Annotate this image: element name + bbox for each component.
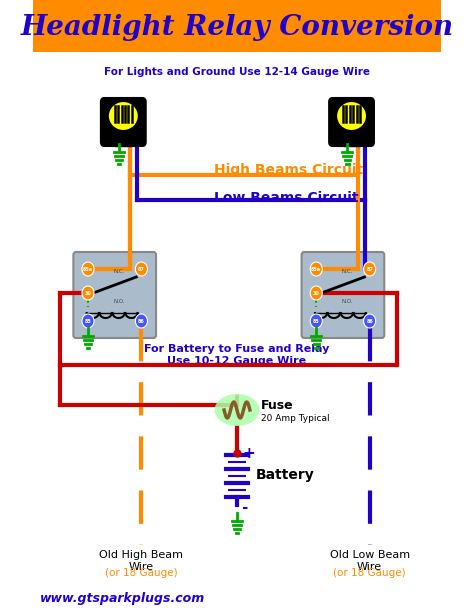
Circle shape bbox=[310, 314, 322, 328]
Text: N.O.: N.O. bbox=[341, 299, 353, 304]
Text: Old High Beam
Wire: Old High Beam Wire bbox=[100, 550, 183, 571]
Text: 86: 86 bbox=[138, 319, 145, 324]
Text: 85: 85 bbox=[85, 319, 91, 324]
Circle shape bbox=[364, 262, 376, 276]
Ellipse shape bbox=[215, 394, 259, 426]
Text: www.gtsparkplugs.com: www.gtsparkplugs.com bbox=[40, 592, 205, 605]
Text: 85a: 85a bbox=[311, 267, 321, 272]
Text: -: - bbox=[241, 500, 248, 514]
Text: 30: 30 bbox=[313, 291, 319, 295]
Text: Fuse: Fuse bbox=[261, 398, 294, 411]
Text: 87: 87 bbox=[138, 267, 145, 272]
Text: 30: 30 bbox=[85, 291, 91, 295]
Text: Battery: Battery bbox=[256, 468, 315, 482]
Circle shape bbox=[136, 262, 147, 276]
FancyBboxPatch shape bbox=[115, 140, 132, 146]
Text: High Beams Circuit: High Beams Circuit bbox=[214, 163, 363, 177]
Text: +: + bbox=[242, 446, 255, 460]
Text: For Lights and Ground Use 12-14 Gauge Wire: For Lights and Ground Use 12-14 Gauge Wi… bbox=[104, 67, 370, 77]
Text: For Battery to Fuse and Relay
Use 10-12 Gauge Wire: For Battery to Fuse and Relay Use 10-12 … bbox=[144, 345, 330, 366]
Text: N.C.: N.C. bbox=[342, 269, 353, 274]
FancyBboxPatch shape bbox=[329, 98, 374, 146]
Circle shape bbox=[136, 314, 147, 328]
Circle shape bbox=[310, 262, 322, 276]
FancyBboxPatch shape bbox=[73, 252, 156, 338]
Text: N.O.: N.O. bbox=[113, 299, 125, 304]
Text: (or 18 Gauge): (or 18 Gauge) bbox=[105, 568, 178, 578]
FancyBboxPatch shape bbox=[101, 98, 146, 146]
Circle shape bbox=[82, 314, 94, 328]
Text: (or 18 Gauge): (or 18 Gauge) bbox=[333, 568, 406, 578]
Text: 85a: 85a bbox=[83, 267, 93, 272]
Circle shape bbox=[82, 262, 94, 276]
Ellipse shape bbox=[108, 101, 139, 131]
Text: Old Low Beam
Wire: Old Low Beam Wire bbox=[329, 550, 410, 571]
Circle shape bbox=[310, 286, 322, 300]
Ellipse shape bbox=[336, 101, 367, 131]
FancyBboxPatch shape bbox=[343, 140, 360, 146]
Text: 85: 85 bbox=[313, 319, 319, 324]
Text: Headlight Relay Conversion: Headlight Relay Conversion bbox=[20, 13, 454, 40]
Circle shape bbox=[82, 286, 94, 300]
Text: 20 Amp Typical: 20 Amp Typical bbox=[261, 414, 330, 422]
Text: 86: 86 bbox=[366, 319, 373, 324]
FancyBboxPatch shape bbox=[301, 252, 384, 338]
Text: 87: 87 bbox=[366, 267, 373, 272]
Text: N.C.: N.C. bbox=[113, 269, 125, 274]
FancyBboxPatch shape bbox=[33, 0, 441, 52]
Circle shape bbox=[364, 314, 376, 328]
Text: Low Beams Circuit: Low Beams Circuit bbox=[214, 191, 358, 205]
